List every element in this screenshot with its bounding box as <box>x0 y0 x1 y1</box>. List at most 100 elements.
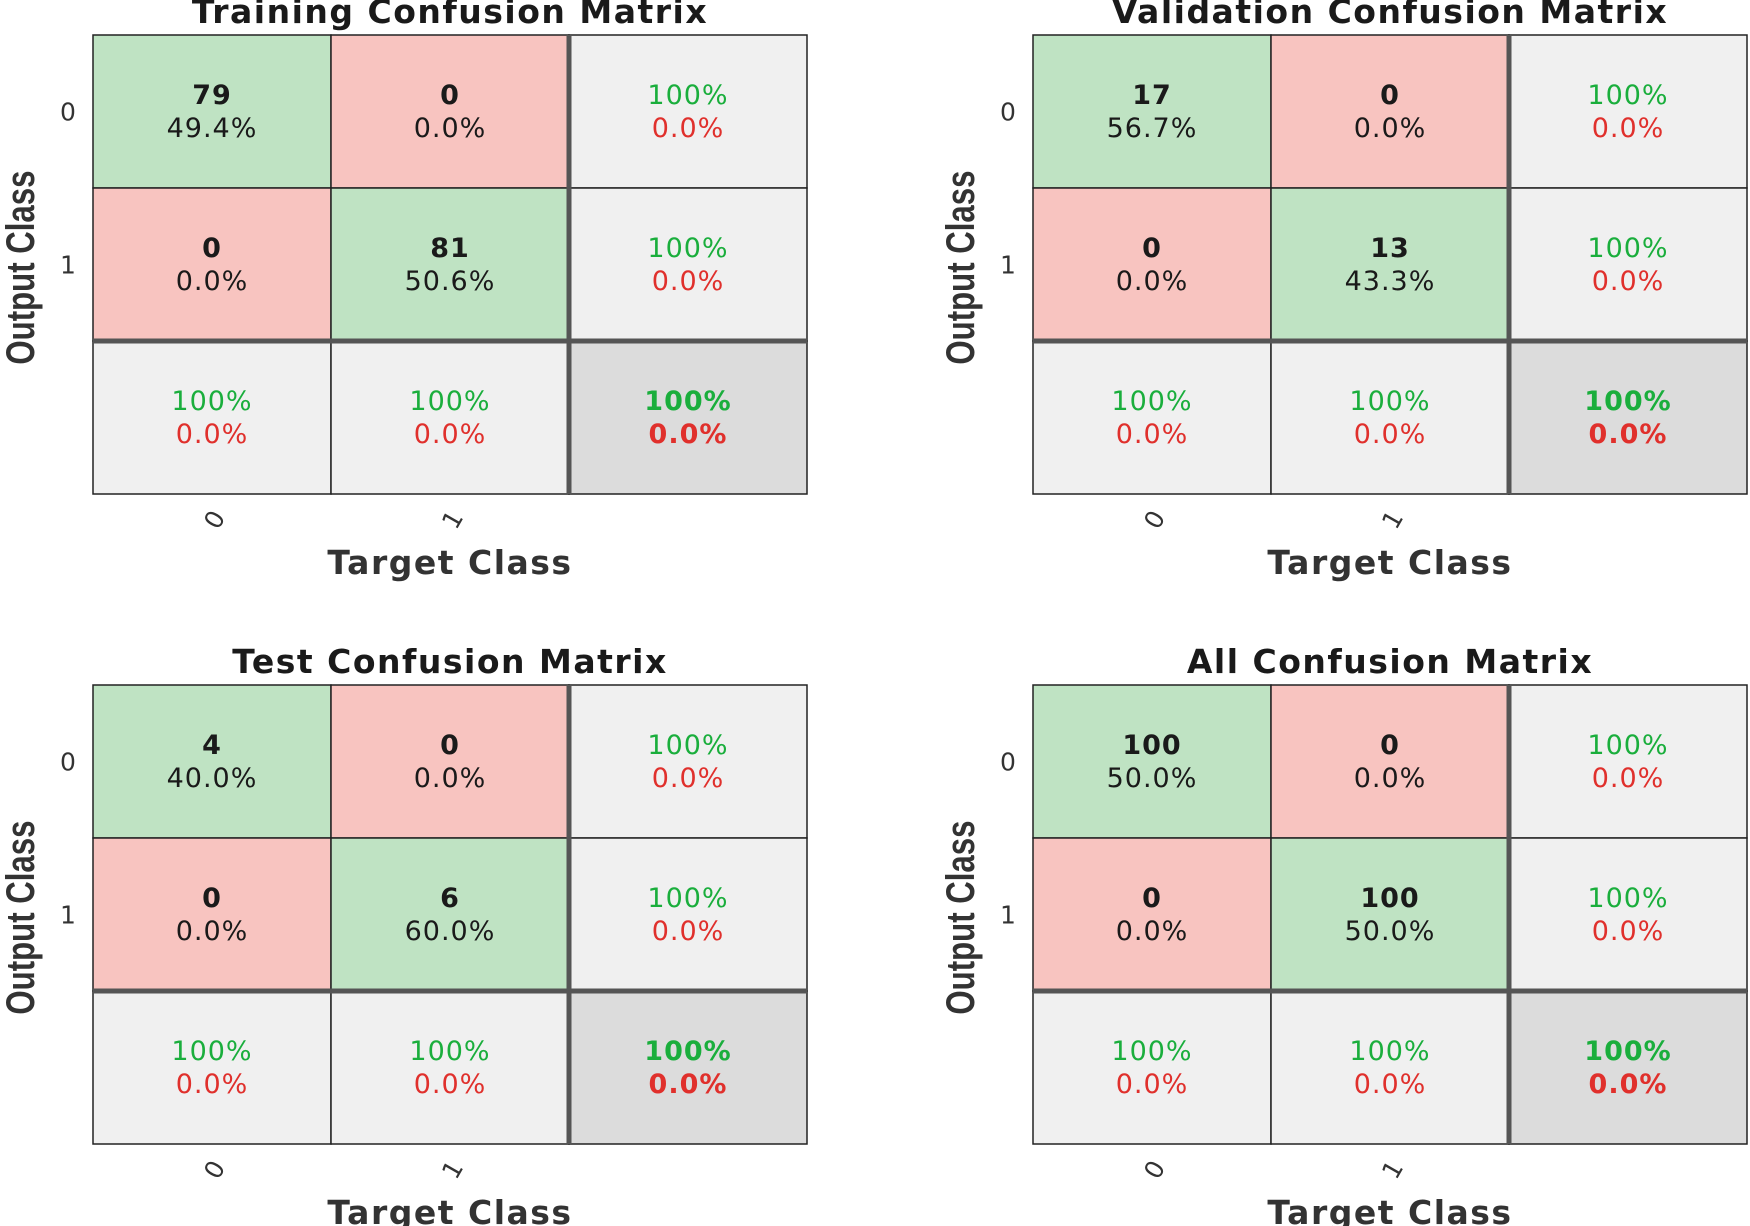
chart-title: Test Confusion Matrix <box>232 642 668 681</box>
cell-count: 17 <box>1132 80 1172 111</box>
column-summary-cell <box>1032 990 1272 1145</box>
y-axis-label: Output Class <box>938 821 983 1015</box>
overall-accuracy: 100% <box>644 386 731 417</box>
overall-accuracy: 100% <box>1584 1036 1671 1067</box>
row-error-rate: 0.0% <box>652 916 725 947</box>
row-correct-rate: 100% <box>1587 80 1668 111</box>
y-axis-label: Output Class <box>0 821 43 1015</box>
misclassified-cell <box>1270 34 1510 189</box>
cell-percent: 0.0% <box>1354 763 1427 794</box>
cell-count: 0 <box>440 80 460 111</box>
column-correct-rate: 100% <box>171 386 252 417</box>
cell-percent: 49.4% <box>167 113 258 144</box>
cell-percent: 0.0% <box>1116 916 1189 947</box>
column-correct-rate: 100% <box>1111 1036 1192 1067</box>
column-summary-cell <box>92 990 332 1145</box>
misclassified-cell <box>330 684 570 839</box>
row-correct-rate: 100% <box>647 80 728 111</box>
x-tick-label: 0 <box>198 1156 231 1184</box>
chart-title: All Confusion Matrix <box>1187 642 1593 681</box>
correct-cell <box>1032 34 1272 189</box>
column-correct-rate: 100% <box>1349 1036 1430 1067</box>
misclassified-cell <box>1032 187 1272 342</box>
cell-percent: 50.0% <box>1107 763 1198 794</box>
column-error-rate: 0.0% <box>414 1069 487 1100</box>
row-summary-cell <box>568 34 808 189</box>
cell-count: 0 <box>1142 233 1162 264</box>
x-tick-label: 0 <box>1138 506 1171 534</box>
cell-count: 6 <box>440 883 460 914</box>
cell-percent: 0.0% <box>414 763 487 794</box>
column-summary-cell <box>330 990 570 1145</box>
correct-cell <box>330 837 570 992</box>
row-error-rate: 0.0% <box>1592 113 1665 144</box>
row-error-rate: 0.0% <box>652 266 725 297</box>
overall-accuracy: 100% <box>1584 386 1671 417</box>
correct-cell <box>92 34 332 189</box>
confusion-matrix-panel: Training Confusion Matrix7949.4%00.0%00.… <box>0 0 808 582</box>
overall-accuracy: 100% <box>644 1036 731 1067</box>
y-tick-label: 1 <box>1000 901 1016 930</box>
column-error-rate: 0.0% <box>1116 1069 1189 1100</box>
column-error-rate: 0.0% <box>176 1069 249 1100</box>
row-summary-cell <box>1508 34 1748 189</box>
column-correct-rate: 100% <box>1111 386 1192 417</box>
y-tick-label: 1 <box>60 251 76 280</box>
y-tick-label: 0 <box>60 748 76 777</box>
y-axis-label: Output Class <box>938 171 983 365</box>
row-correct-rate: 100% <box>647 883 728 914</box>
correct-cell <box>92 684 332 839</box>
row-summary-cell <box>568 837 808 992</box>
cell-count: 0 <box>1380 730 1400 761</box>
column-summary-cell <box>1270 340 1510 495</box>
column-correct-rate: 100% <box>1349 386 1430 417</box>
cell-count: 0 <box>202 233 222 264</box>
row-error-rate: 0.0% <box>652 763 725 794</box>
column-error-rate: 0.0% <box>1354 419 1427 450</box>
x-axis-label: Target Class <box>327 543 572 582</box>
row-summary-cell <box>1508 684 1748 839</box>
row-summary-cell <box>568 187 808 342</box>
y-tick-label: 0 <box>1000 98 1016 127</box>
cell-percent: 50.6% <box>405 266 496 297</box>
cell-count: 4 <box>202 730 222 761</box>
row-summary-cell <box>568 684 808 839</box>
misclassified-cell <box>330 34 570 189</box>
cell-count: 0 <box>1142 883 1162 914</box>
correct-cell <box>1270 187 1510 342</box>
cell-count: 0 <box>440 730 460 761</box>
cell-count: 100 <box>1122 730 1181 761</box>
column-summary-cell <box>1270 990 1510 1145</box>
y-tick-label: 1 <box>60 901 76 930</box>
confusion-matrix-panel: Validation Confusion Matrix1756.7%00.0%0… <box>938 0 1748 582</box>
overall-accuracy-cell <box>1508 340 1748 495</box>
row-correct-rate: 100% <box>1587 883 1668 914</box>
chart-title: Validation Confusion Matrix <box>1112 0 1668 31</box>
cell-percent: 50.0% <box>1345 916 1436 947</box>
row-summary-cell <box>1508 187 1748 342</box>
column-correct-rate: 100% <box>409 1036 490 1067</box>
row-error-rate: 0.0% <box>1592 763 1665 794</box>
row-correct-rate: 100% <box>647 730 728 761</box>
y-axis-label: Output Class <box>0 171 43 365</box>
cell-percent: 60.0% <box>405 916 496 947</box>
x-tick-label: 0 <box>1138 1156 1171 1184</box>
row-error-rate: 0.0% <box>1592 916 1665 947</box>
x-axis-label: Target Class <box>1267 1193 1512 1226</box>
overall-error: 0.0% <box>649 1069 728 1100</box>
overall-error: 0.0% <box>649 419 728 450</box>
overall-accuracy-cell <box>1508 990 1748 1145</box>
overall-accuracy-cell <box>568 990 808 1145</box>
misclassified-cell <box>92 837 332 992</box>
y-tick-label: 1 <box>1000 251 1016 280</box>
column-error-rate: 0.0% <box>1354 1069 1427 1100</box>
misclassified-cell <box>1270 684 1510 839</box>
column-error-rate: 0.0% <box>414 419 487 450</box>
overall-error: 0.0% <box>1589 419 1668 450</box>
confusion-matrix-panel: Test Confusion Matrix440.0%00.0%00.0%660… <box>0 642 808 1226</box>
cell-percent: 0.0% <box>414 113 487 144</box>
x-tick-label: 1 <box>436 1156 469 1184</box>
x-tick-label: 1 <box>1376 1156 1409 1184</box>
cell-count: 13 <box>1370 233 1410 264</box>
row-correct-rate: 100% <box>1587 730 1668 761</box>
